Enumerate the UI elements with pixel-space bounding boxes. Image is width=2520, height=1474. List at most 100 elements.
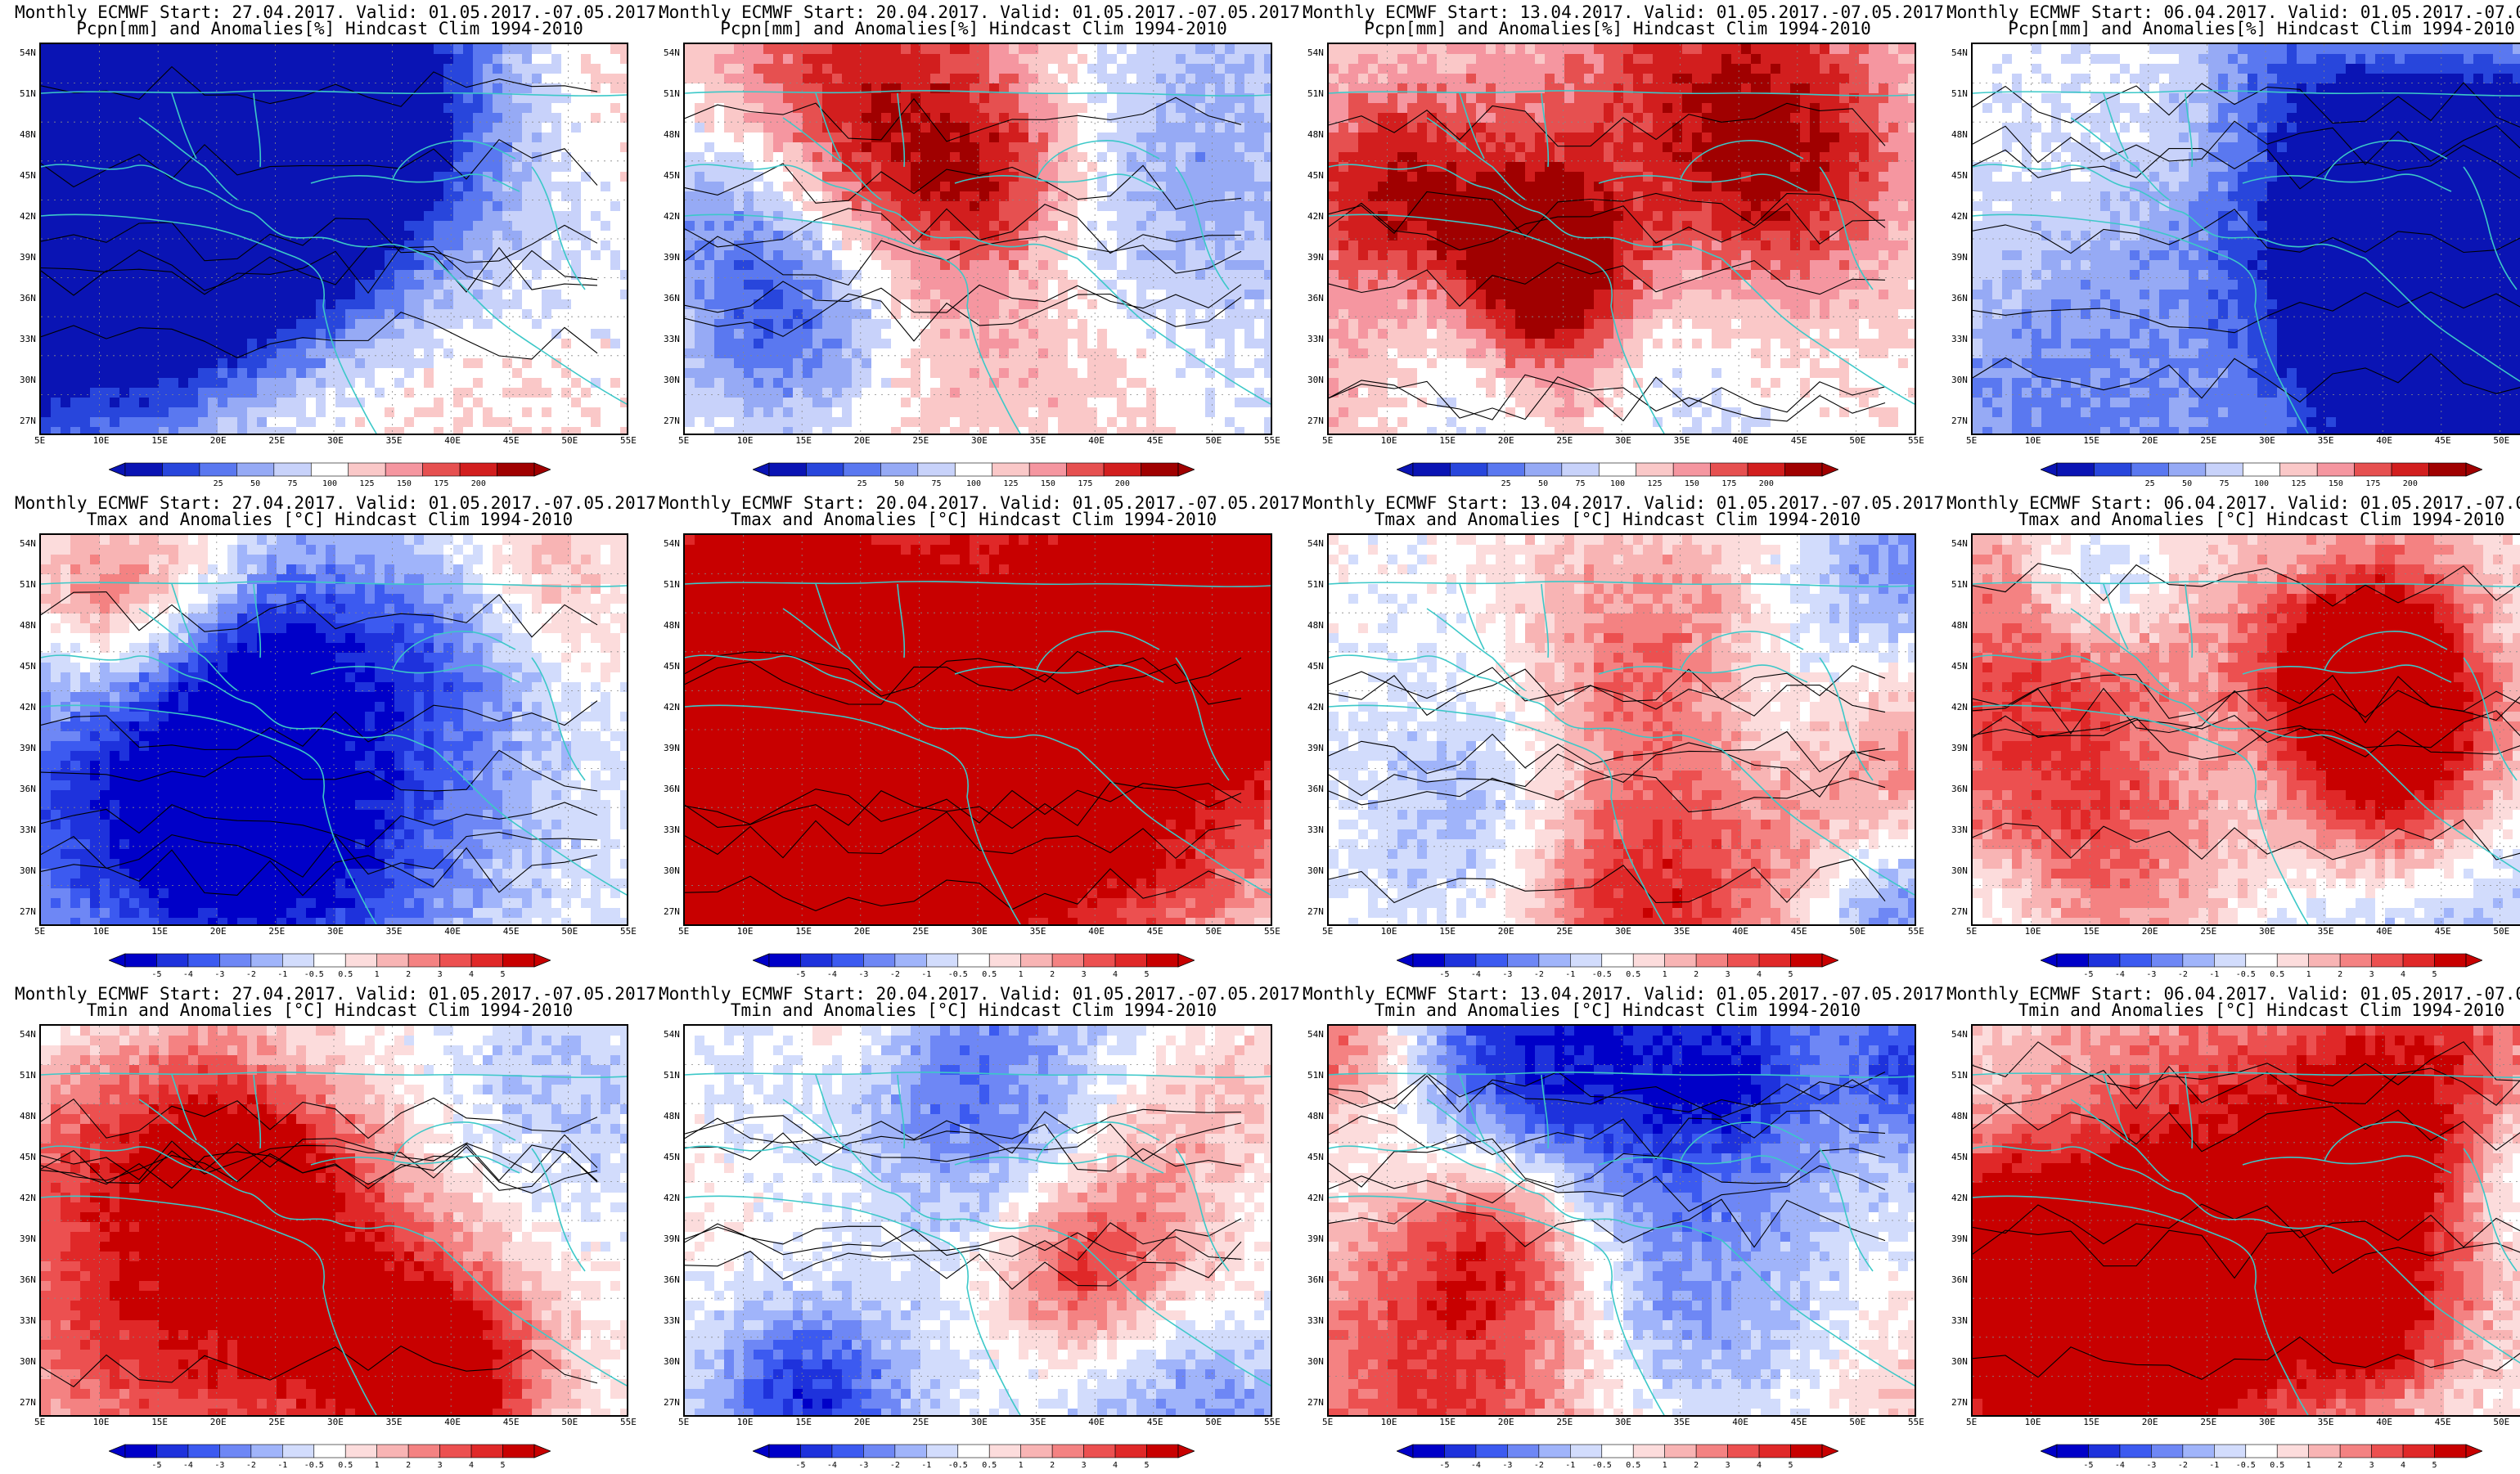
legend-label: 3: [2369, 970, 2374, 979]
legend-swatch: [1673, 463, 1710, 476]
longitude-tick-label: 40E: [444, 1417, 461, 1427]
legend-label: 2: [2338, 970, 2342, 979]
legend-swatch: [1539, 1445, 1570, 1458]
latitude-tick-label: 54N: [1951, 1029, 1968, 1040]
longitude-tick-label: 20E: [2142, 926, 2158, 937]
longitude-tick-label: 40E: [444, 435, 461, 446]
map-panel: Monthly ECMWF Start: 20.04.2017. Valid: …: [659, 983, 1289, 1474]
longitude-tick-label: 20E: [210, 1417, 227, 1427]
longitude-tick-label: 40E: [1088, 1417, 1105, 1427]
legend-swatch: [219, 954, 250, 967]
legend-swatch: [769, 1445, 800, 1458]
latitude-tick-label: 48N: [20, 129, 36, 140]
legend-swatch: [156, 1445, 187, 1458]
legend-label: -2: [2178, 1461, 2188, 1470]
map-frame: [1971, 1024, 2520, 1417]
panel-title-line2: Pcpn[mm] and Anomalies[%] Hindcast Clim …: [1946, 20, 2520, 38]
legend-swatch: [251, 954, 282, 967]
legend-swatch: [125, 1445, 156, 1458]
latitude-tick-label: 27N: [1307, 906, 1324, 917]
latitude-tick-label: 45N: [20, 1152, 36, 1162]
latitude-tick-label: 42N: [20, 702, 36, 712]
legend-swatch: [958, 1445, 989, 1458]
legend-swatch: [863, 954, 894, 967]
longitude-tick-label: 20E: [210, 926, 227, 937]
latitude-tick-label: 51N: [1307, 579, 1324, 590]
map-panel: Monthly ECMWF Start: 06.04.2017. Valid: …: [1946, 983, 2520, 1474]
longitude-tick-label: 10E: [737, 926, 754, 937]
longitude-tick-label: 15E: [2083, 1417, 2099, 1427]
legend-label: 5: [2432, 970, 2437, 979]
longitude-tick-label: 55E: [1264, 926, 1280, 937]
legend-swatch: [989, 954, 1020, 967]
latitude-tick-label: 36N: [20, 784, 36, 794]
legend-swatch: [460, 463, 497, 476]
longitude-tick-label: 35E: [386, 1417, 403, 1427]
latitude-tick-label: 33N: [664, 825, 680, 835]
legend-label: -4: [2115, 1461, 2125, 1470]
longitude-tick-label: 45E: [1147, 1417, 1163, 1427]
legend-label: -3: [1502, 970, 1512, 979]
latitude-tick-label: 51N: [1951, 88, 1968, 99]
longitude-tick-label: 5E: [1322, 1417, 1333, 1427]
legend-label: 4: [469, 970, 474, 979]
latitude-tick-label: 48N: [664, 1111, 680, 1121]
longitude-tick-label: 55E: [620, 435, 637, 446]
map-panel: Monthly ECMWF Start: 27.04.2017. Valid: …: [15, 983, 645, 1474]
longitude-tick-label: 25E: [1556, 435, 1573, 446]
longitude-tick-label: 40E: [2376, 435, 2392, 446]
legend-label: 125: [359, 479, 374, 488]
legend-swatch: [2057, 1445, 2088, 1458]
latitude-tick-label: 33N: [664, 334, 680, 344]
anomaly-map: [1973, 535, 2520, 924]
legend-swatch: [314, 954, 345, 967]
latitude-tick-label: 33N: [1307, 334, 1324, 344]
legend-swatch: [1524, 463, 1561, 476]
latitude-tick-label: 48N: [1307, 620, 1324, 631]
legend-label: -2: [2178, 970, 2188, 979]
longitude-tick-label: 45E: [1791, 1417, 1807, 1427]
longitude-tick-label: 10E: [93, 926, 110, 937]
latitude-tick-label: 45N: [20, 170, 36, 181]
map-panel: Monthly ECMWF Start: 27.04.2017. Valid: …: [15, 2, 645, 492]
legend-swatch: [274, 463, 311, 476]
legend-label: 25: [214, 479, 223, 488]
latitude-tick-label: 36N: [1307, 1274, 1324, 1285]
longitude-tick-label: 50E: [2493, 1417, 2509, 1427]
legend-swatch: [1507, 954, 1538, 967]
legend-label: -5: [151, 1461, 161, 1470]
legend-swatch: [992, 463, 1029, 476]
legend-label: -5: [151, 970, 161, 979]
anomaly-map: [1329, 535, 1915, 924]
legend-label: 1: [1019, 970, 1024, 979]
longitude-tick-label: 30E: [2259, 1417, 2275, 1427]
longitude-tick-label: 45E: [1147, 926, 1163, 937]
latitude-tick-label: 54N: [1307, 47, 1324, 58]
legend-label: -3: [214, 1461, 224, 1470]
longitude-tick-label: 20E: [854, 926, 871, 937]
longitude-tick-label: 30E: [327, 435, 344, 446]
legend-swatch: [926, 954, 957, 967]
latitude-tick-label: 54N: [664, 538, 680, 549]
longitude-tick-label: 10E: [1381, 1417, 1397, 1427]
legend-swatch: [1570, 954, 1601, 967]
anomaly-map: [1329, 44, 1915, 434]
longitude-tick-label: 35E: [1674, 435, 1690, 446]
legend-swatch: [1599, 463, 1636, 476]
legend-label: 0.5: [338, 970, 353, 979]
legend-label: -5: [795, 1461, 805, 1470]
longitude-tick-label: 35E: [2318, 435, 2334, 446]
legend-swatch: [2120, 1445, 2151, 1458]
longitude-tick-label: 5E: [1966, 1417, 1977, 1427]
legend-label: 175: [1721, 479, 1736, 488]
longitude-tick-label: 35E: [386, 926, 403, 937]
latitude-tick-label: 39N: [20, 743, 36, 753]
legend-swatch: [156, 954, 187, 967]
legend-label: 4: [2401, 1461, 2405, 1470]
latitude-tick-label: 48N: [20, 620, 36, 631]
legend-label: 150: [397, 479, 412, 488]
legend-label: 1: [375, 1461, 380, 1470]
legend-swatch: [2429, 463, 2466, 476]
